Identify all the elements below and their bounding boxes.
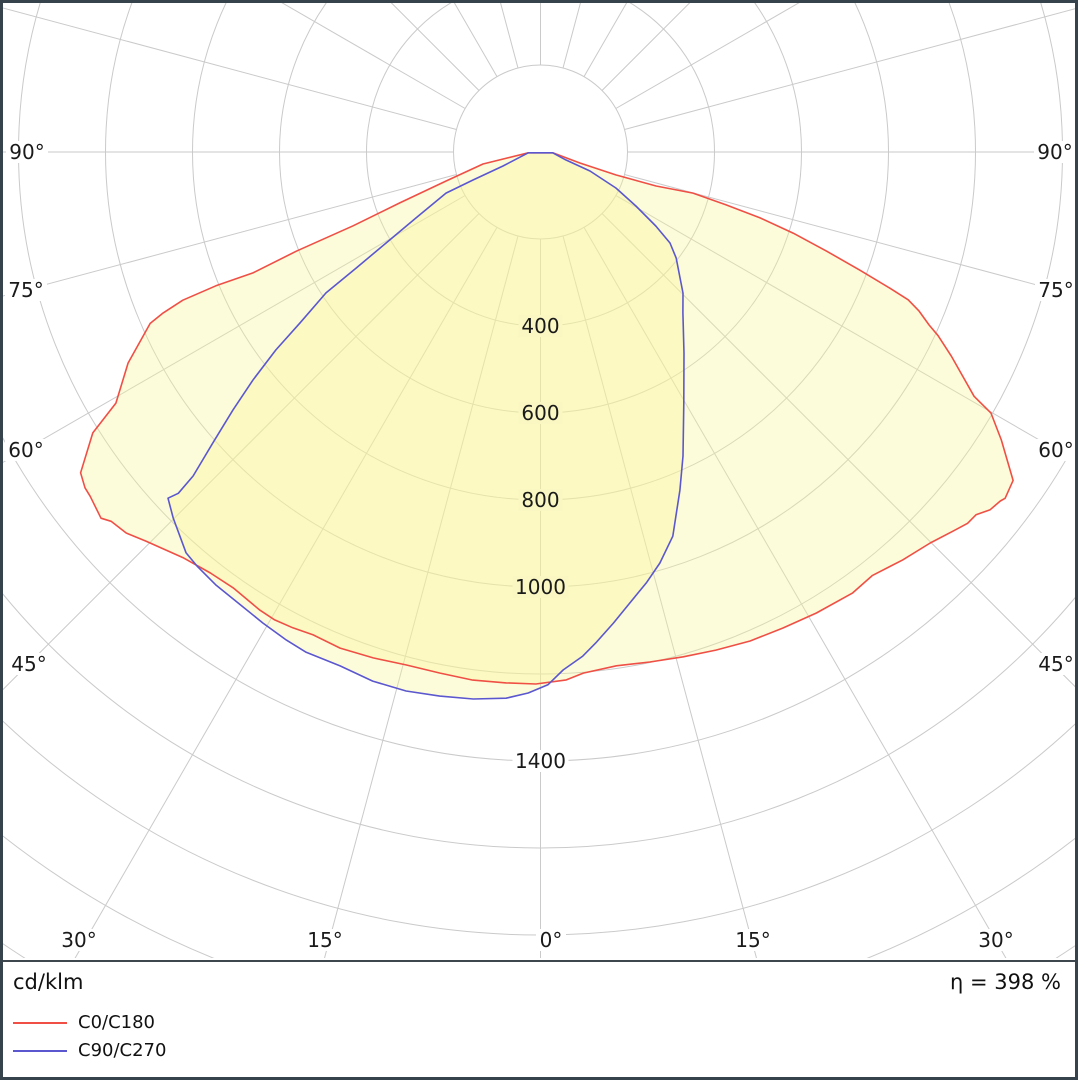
angle-label: 45° bbox=[1038, 652, 1073, 676]
legend-label: C0/C180 bbox=[78, 1012, 156, 1033]
tick-label-bg bbox=[518, 402, 563, 424]
angle-label-bg bbox=[8, 653, 50, 675]
c0-c180-line-swatch bbox=[13, 1022, 67, 1024]
grid-spoke bbox=[3, 174, 457, 297]
chart-footer-divider bbox=[3, 960, 1075, 962]
angle-label-bg bbox=[304, 929, 346, 951]
tick-label-bg bbox=[518, 489, 563, 511]
grid-spoke bbox=[74, 227, 498, 958]
angle-label-bg bbox=[58, 929, 100, 951]
angle-label-bg bbox=[6, 141, 48, 163]
angle-label-bg bbox=[732, 929, 774, 951]
grid-spoke bbox=[324, 235, 519, 958]
grid-spoke bbox=[615, 195, 1075, 462]
radial-tick-label: 400 bbox=[521, 314, 559, 338]
angle-label-bg bbox=[975, 929, 1017, 951]
grid-spoke bbox=[3, 7, 457, 130]
angle-label: 45° bbox=[11, 652, 46, 676]
angle-label: 60° bbox=[8, 438, 43, 462]
angle-label: 90° bbox=[1037, 140, 1072, 164]
angle-label-bg bbox=[1034, 141, 1075, 163]
grid-spoke bbox=[3, 195, 466, 463]
angle-label-bg bbox=[1035, 653, 1075, 675]
grid-spoke bbox=[601, 213, 1075, 688]
angle-label-bg bbox=[5, 279, 47, 301]
unit-label: cd/klm bbox=[13, 970, 84, 994]
c90-c270-curve bbox=[167, 152, 685, 700]
grid-spoke bbox=[615, 3, 800, 109]
tick-label-bg bbox=[518, 315, 563, 337]
legend-label: C90/C270 bbox=[78, 1040, 167, 1061]
grid-spoke bbox=[281, 3, 466, 109]
c90-c270-fill bbox=[168, 152, 684, 700]
angle-label: 30° bbox=[978, 928, 1013, 952]
grid-spoke bbox=[562, 235, 757, 958]
angle-label: 0° bbox=[540, 928, 563, 952]
radial-tick-labels: 400 600 800 1000 1400 bbox=[512, 314, 569, 773]
angle-label: 75° bbox=[1038, 278, 1073, 302]
angle-label: 90° bbox=[9, 140, 44, 164]
angle-label: 15° bbox=[735, 928, 770, 952]
angle-label: 30° bbox=[61, 928, 96, 952]
angle-label-bg bbox=[536, 929, 566, 951]
tick-label-bg bbox=[512, 750, 569, 772]
grid-spoke bbox=[624, 174, 1075, 296]
grid-spoke bbox=[624, 8, 1075, 130]
radial-tick-label: 600 bbox=[521, 401, 559, 425]
angle-label: 75° bbox=[8, 278, 43, 302]
chart-background bbox=[3, 3, 1075, 958]
c90-c270-line-swatch bbox=[13, 1050, 67, 1052]
radial-tick-label: 1400 bbox=[515, 749, 566, 773]
grid-spoke bbox=[583, 227, 1007, 958]
polar-chart: 400 600 800 1000 1400 90° 75° 60° 45° 90° 75° 60° 45… bbox=[3, 3, 1075, 958]
angle-labels: 90° 75° 60° 45° 90° 75° 60° 45° 30° 15° 0° 15° 30° bbox=[5, 140, 1075, 952]
angle-label-bg bbox=[1035, 279, 1075, 301]
c0-c180-curve bbox=[79, 152, 1014, 685]
angle-label-bg bbox=[1035, 439, 1075, 461]
angle-label: 60° bbox=[1038, 438, 1073, 462]
radial-tick-label: 800 bbox=[521, 488, 559, 512]
grid-spoke bbox=[3, 213, 480, 691]
tick-label-bg bbox=[512, 576, 569, 598]
radial-tick-label: 1000 bbox=[515, 575, 566, 599]
angle-label: 15° bbox=[307, 928, 342, 952]
angle-label-bg bbox=[5, 439, 47, 461]
light-output-ratio-label: η = 398 % bbox=[950, 970, 1061, 994]
